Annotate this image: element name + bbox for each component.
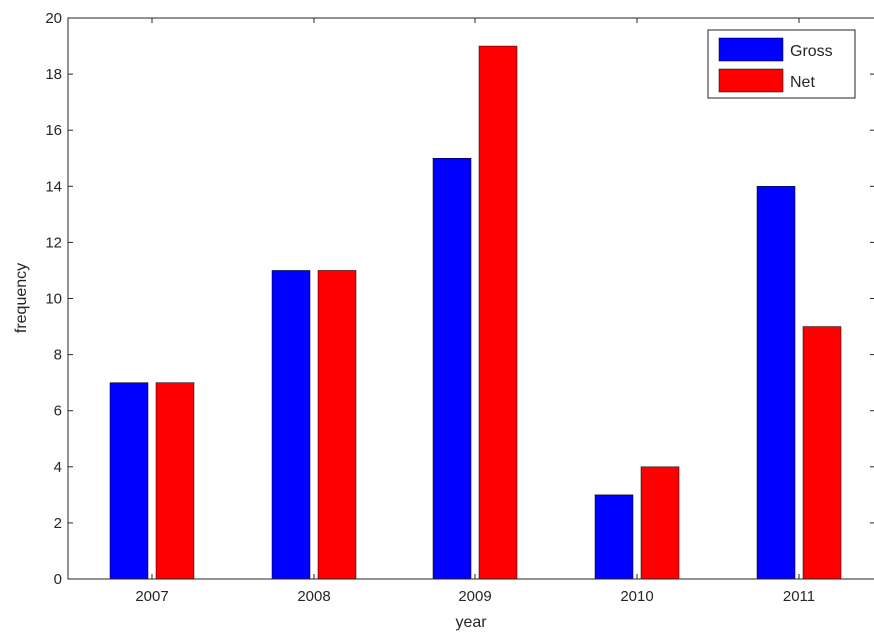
tick-labels-group: 0 2 4 6 8 10 12 14 16 18 20 2007 2008 2009 2010 2011 [45,10,815,605]
bar-gross-2007 [109,382,149,580]
x-tick-label: 2007 [135,588,168,605]
y-tick-label: 20 [45,10,62,27]
y-tick-label: 10 [45,291,62,308]
bar-net-2008 [317,270,357,580]
x-tick-label: 2011 [783,588,815,605]
legend-label-gross: Gross [790,43,833,60]
bar-gross-2009 [432,158,472,580]
y-tick-label: 16 [45,122,62,139]
y-tick-label: 4 [54,459,62,476]
y-tick-label: 14 [45,178,62,195]
y-tick-label: 8 [54,347,62,364]
bar-net-2007 [155,382,195,580]
bar-net-2010 [640,466,680,580]
y-tick-label: 6 [54,403,62,420]
x-tick-label: 2008 [297,588,330,605]
legend-swatch-net [718,68,784,93]
legend: Gross Net [707,29,856,99]
legend-swatch-gross [718,37,784,62]
x-tick-label: 2009 [458,588,491,605]
legend-label-net: Net [790,74,815,91]
bar-net-2011 [802,326,842,580]
bar-gross-2008 [271,270,311,580]
x-axis-label: year [455,614,487,631]
y-axis-label: frequency [13,263,30,333]
y-tick-label: 2 [54,515,62,532]
bar-gross-2011 [756,186,796,580]
x-tick-label: 2010 [620,588,653,605]
bar-net-2009 [478,45,518,580]
bars-group [109,45,842,580]
bar-gross-2010 [594,494,634,580]
y-tick-label: 0 [54,571,62,588]
y-tick-label: 12 [45,234,62,251]
plot-frame [67,17,874,580]
y-tick-label: 18 [45,66,62,83]
